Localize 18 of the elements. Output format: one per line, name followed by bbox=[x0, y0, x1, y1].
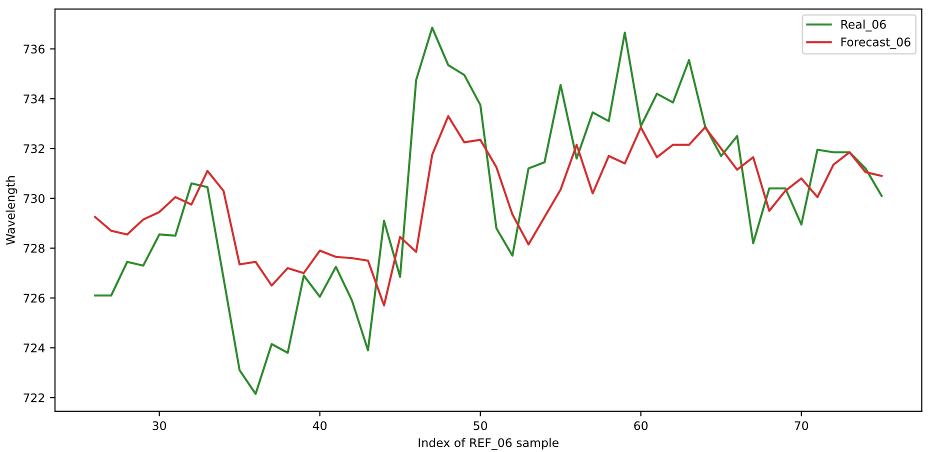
x-tick-label: 60 bbox=[634, 421, 648, 430]
y-tick-label: 730 bbox=[24, 194, 44, 203]
x-tick-label: 50 bbox=[474, 421, 488, 430]
legend-label: Forecast_06 bbox=[841, 38, 910, 50]
y-axis-title: Wavelength bbox=[6, 176, 18, 245]
y-tick-label: 726 bbox=[24, 294, 45, 303]
x-tick-label: 30 bbox=[152, 421, 166, 430]
line-series bbox=[94, 115, 883, 306]
y-tick-label: 734 bbox=[24, 94, 45, 104]
x-axis-title: Index of REF_06 sample bbox=[418, 438, 558, 450]
y-tick-label: 728 bbox=[24, 244, 44, 253]
x-tick-label: 70 bbox=[794, 421, 808, 430]
y-tick-label: 736 bbox=[24, 44, 45, 54]
y-tick-label: 724 bbox=[24, 344, 45, 352]
y-tick-label: 722 bbox=[24, 393, 44, 402]
y-tick-label: 732 bbox=[24, 144, 44, 154]
legend-label: Real_06 bbox=[841, 20, 886, 32]
x-tick-label: 40 bbox=[312, 421, 327, 430]
